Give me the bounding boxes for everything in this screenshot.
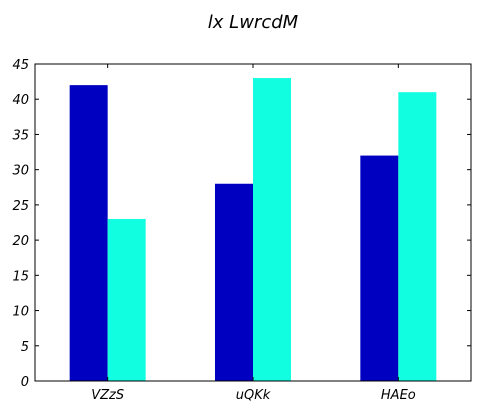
y-tick-label: 20 xyxy=(12,234,29,249)
bar-series2-uQKk xyxy=(253,78,291,381)
y-tick-label: 15 xyxy=(12,269,29,284)
y-tick-label: 30 xyxy=(12,164,29,179)
bar-series1-VZzS xyxy=(69,85,108,381)
y-tick-label: 25 xyxy=(12,199,29,214)
y-tick-label: 45 xyxy=(12,58,29,73)
y-tick-label: 40 xyxy=(12,93,29,108)
bars-layer xyxy=(69,78,437,381)
bar-series2-HAEo xyxy=(398,92,437,381)
y-tick-label: 10 xyxy=(12,305,29,320)
x-tick-label: HAEo xyxy=(381,388,416,403)
y-tick-label: 5 xyxy=(21,340,29,355)
bar-series1-HAEo xyxy=(360,155,399,381)
y-tick-label: 0 xyxy=(21,375,29,390)
axes-layer xyxy=(34,63,472,382)
bar-series2-VZzS xyxy=(107,218,146,381)
chart-title: lx LwrcdM xyxy=(208,12,299,33)
y-tick-label: 35 xyxy=(12,128,29,143)
bar-series1-uQKk xyxy=(215,183,253,381)
ticks-layer: VZzS uQKk HAEo 0 5 10 15 20 25 30 35 40 45 xyxy=(12,58,415,403)
x-tick-label: VZzS xyxy=(91,388,124,403)
x-tick-label: uQKk xyxy=(236,388,271,403)
